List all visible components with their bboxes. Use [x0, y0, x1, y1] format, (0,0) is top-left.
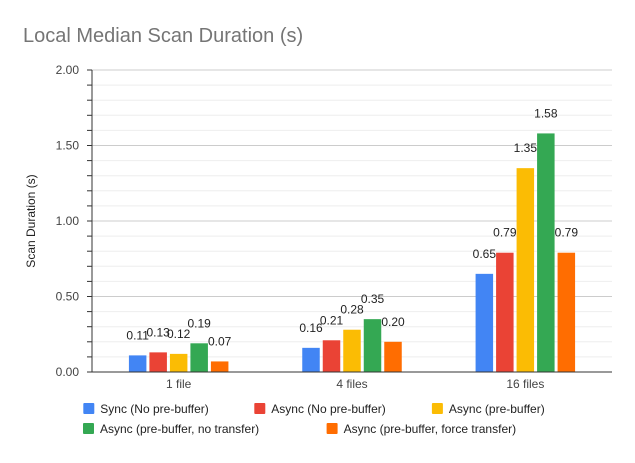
data-label: 0.28	[340, 303, 364, 317]
y-tick-label: 1.50	[56, 139, 80, 153]
bar	[210, 361, 229, 372]
bar	[149, 352, 167, 372]
bar	[128, 355, 147, 372]
data-label: 0.21	[320, 313, 344, 327]
y-tick-label: 2.00	[56, 63, 80, 77]
legend-swatch	[431, 403, 443, 414]
data-label: 0.35	[361, 292, 385, 306]
chart-title: Local Median Scan Duration (s)	[23, 25, 303, 47]
x-tick-label: 16 files	[506, 377, 544, 391]
legend-swatch	[254, 403, 266, 414]
bar	[516, 168, 535, 372]
bar	[190, 343, 208, 372]
data-labels: 0.110.130.120.19 0.07 0.160.210.280.35 0.20…	[126, 106, 578, 348]
data-label: 0.79	[555, 226, 579, 240]
bar	[557, 252, 576, 372]
bars	[128, 133, 576, 372]
data-label: 0.07	[208, 334, 232, 348]
bar	[384, 341, 402, 372]
bar	[496, 252, 514, 372]
data-label: 0.79	[493, 226, 517, 240]
data-label: 0.65	[473, 247, 497, 261]
data-label: 0.12	[167, 327, 191, 341]
data-label: 1.35	[514, 141, 538, 155]
legend-label: Async (pre-buffer, no transfer)	[100, 422, 259, 436]
bar	[343, 329, 361, 372]
y-tick-label: 0.00	[56, 365, 80, 379]
bar	[475, 273, 494, 372]
y-axis-title: Scan Duration (s)	[24, 174, 38, 267]
legend: Sync (No pre-buffer) Async (No pre-buffer…	[83, 402, 545, 436]
bar	[169, 353, 188, 372]
data-label: 0.13	[146, 325, 170, 339]
bar	[363, 319, 382, 372]
legend-label: Sync (No pre-buffer)	[100, 402, 209, 416]
y-tick-label: 0.50	[56, 290, 80, 304]
data-label: 0.16	[299, 321, 323, 335]
data-label: 0.11	[126, 328, 149, 342]
data-label: 1.58	[534, 106, 558, 120]
bar	[322, 340, 341, 372]
legend-swatch	[83, 403, 95, 414]
legend-swatch	[83, 423, 94, 434]
data-label: 0.19	[187, 316, 211, 330]
legend-swatch	[326, 423, 338, 434]
legend-label: Async (pre-buffer)	[449, 402, 545, 416]
data-label: 0.20	[381, 315, 405, 329]
legend-label: Async (No pre-buffer)	[271, 402, 386, 416]
y-tick-label: 1.00	[56, 214, 80, 228]
legend-label: Async (pre-buffer, force transfer)	[344, 422, 517, 436]
bar	[302, 347, 320, 372]
bar	[537, 133, 555, 372]
x-tick-label: 4 files	[336, 377, 367, 391]
x-tick-label: 1 file	[166, 377, 192, 391]
axes: 0.00 0.50 1.00 1.50 2.00 1 file 4 files 16 file…	[56, 63, 612, 391]
